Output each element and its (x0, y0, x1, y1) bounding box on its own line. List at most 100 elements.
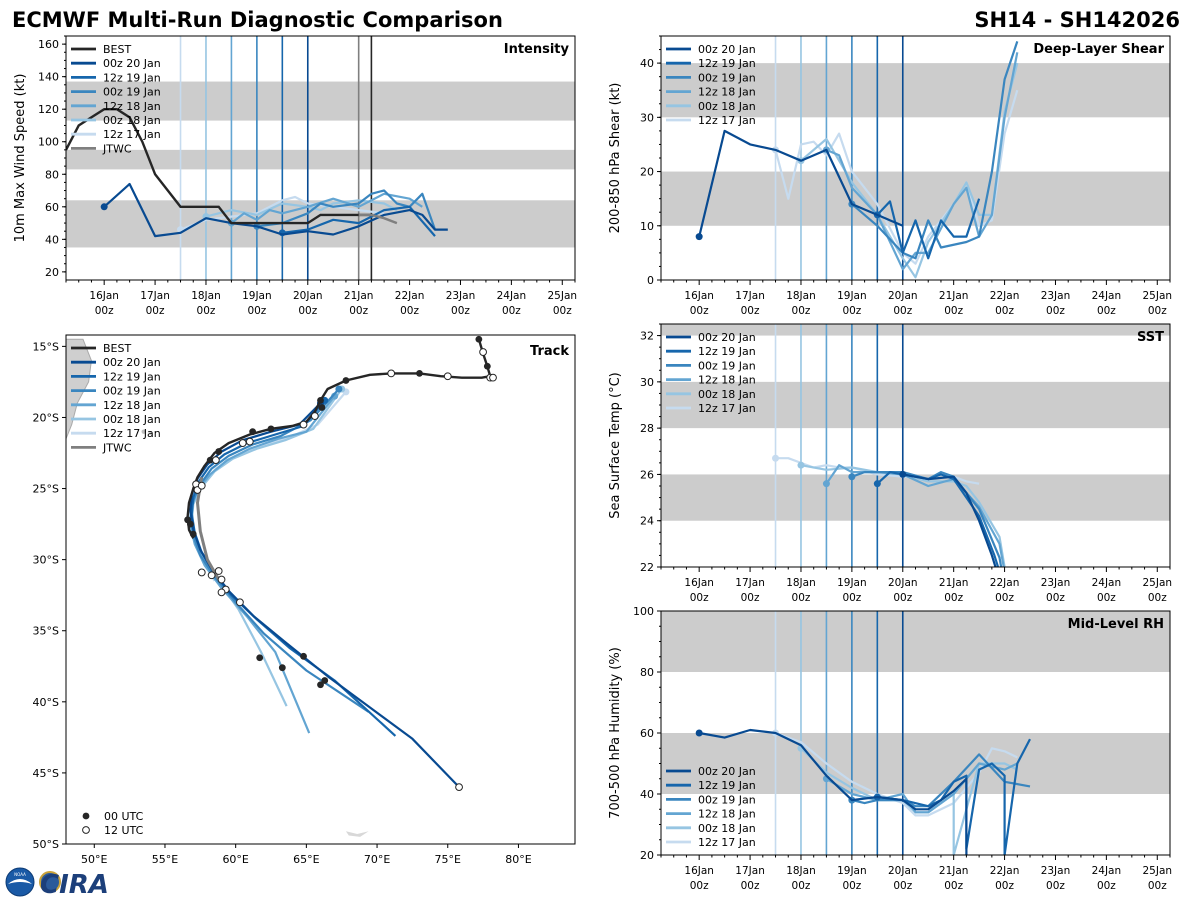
track-point-00utc (342, 377, 350, 384)
rh-series-line-2 (851, 753, 1031, 808)
sst-title: SST (1137, 330, 1164, 345)
rh-legend-label: 00z 19 Jan (698, 793, 756, 806)
track-best-line (186, 338, 492, 539)
intensity-legend-label: 00z 19 Jan (103, 86, 161, 99)
intensity-legend-label: 00z 20 Jan (103, 57, 161, 70)
track-legend-label: 12z 18 Jan (103, 399, 161, 412)
shear-xtick-label-bottom: 00z (842, 305, 861, 317)
rh-band-0 (661, 733, 1170, 794)
track-ytick-label: 15°S (33, 340, 59, 353)
rh-xtick-label-top: 21Jan (939, 865, 969, 877)
sst-plot-area (661, 324, 1170, 567)
track-point-12utc (455, 783, 463, 792)
marker-legend-12utc-icon (82, 826, 90, 834)
track-point-12utc (489, 373, 497, 382)
intensity-legend-label: 12z 17 Jan (103, 128, 161, 141)
intensity-xtick-label-top: 23Jan (446, 290, 476, 302)
track-point-00utc (278, 664, 286, 672)
rh-xtick-label-bottom: 00z (944, 880, 963, 892)
track-point-12utc (387, 369, 396, 378)
track-point-12utc (217, 575, 226, 584)
sst-band-1 (661, 381, 1170, 429)
sst-xtick-label-bottom: 00z (1148, 592, 1167, 604)
rh-xtick-label-top: 19Jan (837, 865, 867, 877)
intensity-xtick-label-top: 20Jan (293, 290, 323, 302)
track-ytick-label: 35°S (33, 625, 59, 638)
track-legend-label: BEST (103, 342, 131, 355)
track-point-12utc (211, 456, 220, 465)
shear-ytick-label: 20 (640, 166, 654, 179)
track-point-00utc (256, 654, 264, 662)
intensity-panel: 20 40 60 80 100 120 140 160 16Jan 00z 17Jan 00z 18Ja… (13, 35, 577, 317)
shear-series-line-2 (851, 41, 1019, 260)
track-legend-label: 00z 20 Jan (103, 356, 161, 369)
track-ytick-label: 45°S (33, 767, 59, 780)
track-point-00utc (249, 428, 257, 436)
shear-xtick-label-top: 19Jan (837, 290, 867, 302)
shear-ytick-label: 0 (647, 274, 654, 287)
intensity-series-line-2 (256, 189, 437, 230)
track-panel: 50°E 55°E 60°E 65°E 70°E 75°E 80°E 15°S 20°S 25°S… (33, 334, 576, 866)
sst-legend-label: 12z 19 Jan (698, 345, 756, 358)
track-point-12utc (238, 439, 247, 447)
track-point-00utc (318, 404, 326, 411)
rh-ytick-label: 60 (640, 727, 654, 740)
marker-legend-00utc-label: 00 UTC (104, 810, 144, 823)
track-point-00utc (189, 530, 197, 538)
rh-xtick-label-bottom: 00z (1046, 880, 1065, 892)
track-legend-label: 00z 18 Jan (103, 413, 161, 426)
sst-series-start-point-0 (899, 470, 907, 478)
intensity-xtick-label-bottom: 00z (451, 305, 470, 317)
sst-ytick-label: 22 (640, 561, 654, 574)
rh-xtick-label-top: 23Jan (1041, 865, 1071, 877)
shear-ytick-label: 10 (640, 220, 654, 233)
shear-legend-label: 00z 19 Jan (698, 71, 756, 84)
track-point-12utc (443, 372, 452, 381)
shear-xtick-label-top: 20Jan (888, 290, 918, 302)
track-frame (65, 334, 576, 845)
cira-logo: NOAA CIRA (5, 867, 109, 900)
sst-panel: 22 24 26 28 30 32 16Jan 00z 17Jan 00z 18Jan 00z 19Ja… (608, 323, 1172, 604)
intensity-xtick-label-bottom: 00z (553, 305, 572, 317)
track-point-12utc (197, 481, 206, 490)
globe-icon (39, 871, 61, 893)
sst-xtick-label-top: 19Jan (837, 577, 867, 589)
track-point-12utc (217, 588, 226, 597)
track-point-12utc (310, 412, 319, 420)
track-ytick-label: 40°S (33, 696, 59, 709)
sst-series-start-point-3 (822, 480, 830, 488)
shear-series-line-1 (876, 198, 981, 260)
track-point-12utc (197, 568, 206, 577)
rh-series-line-5 (775, 731, 1018, 817)
rh-ytick-label: 100 (633, 605, 654, 618)
track-xtick-label: 70°E (364, 853, 390, 866)
track-point-00utc (317, 397, 324, 404)
track-point-00utc (416, 369, 423, 377)
rh-xtick-label-top: 18Jan (786, 865, 816, 877)
rh-xtick-label-top: 24Jan (1092, 865, 1122, 877)
sst-series-start-point-1 (873, 480, 881, 488)
track-legend-label: 12z 17 Jan (103, 427, 161, 440)
shear-plot-area (661, 36, 1170, 280)
intensity-legend-label: BEST (103, 43, 131, 56)
rh-xtick-label-top: 22Jan (990, 865, 1020, 877)
rh-legend-label: 12z 19 Jan (698, 779, 756, 792)
sst-xtick-label-bottom: 00z (741, 592, 760, 604)
kerguelen-island (345, 831, 369, 837)
rh-xtick-label-top: 20Jan (888, 865, 918, 877)
intensity-ytick-label: 140 (38, 71, 59, 84)
intensity-ytick-label: 100 (38, 136, 59, 149)
sst-band-2 (661, 324, 1170, 336)
reunion-island (141, 429, 146, 434)
intensity-legend-label: 00z 18 Jan (103, 114, 161, 127)
track-point-12utc (245, 437, 254, 446)
rh-panel: 20 40 60 80 100 16Jan 00z 17Jan 00z 18Jan 00z 19Jan… (608, 605, 1172, 892)
noaa-label: NOAA (14, 872, 26, 877)
rh-plot-area (661, 611, 1170, 855)
rh-ylabel: 700-500 hPa Humidity (%) (608, 647, 623, 819)
sst-legend-label: 12z 17 Jan (698, 402, 756, 415)
sst-series-start-point-5 (772, 454, 780, 462)
intensity-legend-label: JTWC (102, 142, 132, 155)
